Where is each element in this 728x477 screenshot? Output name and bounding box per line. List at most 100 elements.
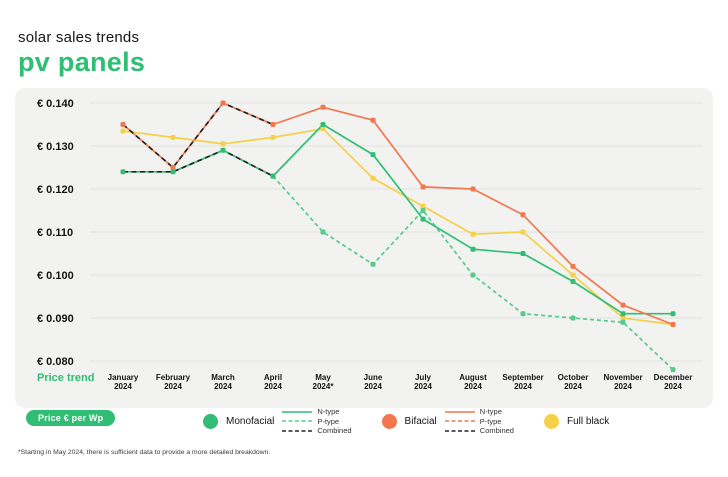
x-axis-label-year: 2024	[114, 382, 132, 391]
data-point-monofacial-n-type	[370, 152, 376, 158]
data-point-monofacial-n-type	[470, 246, 476, 252]
data-point-bifacial-n-type	[270, 122, 276, 127]
data-point-monofacial-p-type	[520, 311, 526, 317]
data-point-bifacial-n-type	[670, 322, 676, 327]
legend-entry-label: P-type	[479, 416, 502, 426]
y-axis-label: € 0.100	[37, 270, 74, 282]
chart-card: € 0.140 € 0.130 € 0.120 € 0.110 € 0.100 € 0.0…	[15, 88, 713, 408]
data-point-monofacial-p-type	[570, 315, 576, 321]
legend-line-sample	[282, 410, 313, 413]
legend-line-sample	[444, 429, 475, 432]
legend-color-dot	[203, 413, 218, 429]
x-axis-label-month: November	[603, 373, 642, 382]
data-point-full-black	[570, 272, 576, 278]
legend-group-monofacial: Monofacial N-type P-type Combined	[203, 408, 352, 435]
data-point-full-black	[470, 231, 476, 237]
legend-entry-monofacial-combined: Combined	[282, 426, 352, 435]
legend-group-full-black: Full black	[543, 413, 610, 429]
legend-line-sample	[444, 420, 475, 423]
data-point-full-black	[120, 128, 126, 134]
data-point-bifacial-n-type	[570, 263, 576, 269]
x-axis-label-year: 2024	[414, 382, 432, 391]
data-point-bifacial-n-type	[620, 302, 626, 308]
y-axis-label: € 0.130	[37, 141, 74, 153]
data-point-monofacial-n-type	[220, 147, 226, 153]
x-axis-label-month: October	[558, 373, 589, 382]
x-axis-label-year: 2024	[664, 382, 682, 391]
x-axis-label-year: 2024	[514, 382, 532, 391]
data-point-monofacial-p-type	[670, 367, 676, 373]
y-axis-label: € 0.140	[37, 98, 74, 110]
page-title: pv panels	[18, 47, 146, 77]
legend-entry-label: Combined	[479, 426, 514, 435]
legend-line-sample	[282, 429, 313, 432]
series-line-bifacial-combined	[122, 102, 274, 169]
series-line-full-black	[122, 127, 674, 326]
header: solar sales trends pv panels	[18, 29, 145, 78]
data-point-bifacial-n-type	[520, 212, 526, 218]
data-point-full-black	[170, 134, 176, 140]
x-axis-label-year: 2024	[264, 382, 282, 391]
legend-entries: N-type P-type Combined	[282, 408, 352, 435]
x-axis-label-month: April	[264, 373, 282, 382]
legend-group-name: Bifacial	[404, 415, 437, 427]
page-subtitle: solar sales trends	[18, 29, 140, 46]
series-line-monofacial-combined	[123, 149, 274, 177]
data-point-full-black	[620, 315, 626, 321]
data-point-bifacial-n-type	[470, 186, 476, 192]
legend-entry-monofacial-n-type: N-type	[282, 408, 351, 416]
x-axis-label-month: June	[364, 373, 383, 382]
chart-svg: € 0.140 € 0.130 € 0.120 € 0.110 € 0.100 € 0.0…	[37, 98, 703, 391]
data-point-full-black	[420, 203, 426, 209]
legend-entry-label: N-type	[317, 407, 340, 416]
x-axis-label-month: August	[459, 373, 487, 382]
data-point-monofacial-n-type	[670, 311, 676, 317]
legend-group-name: Full black	[566, 415, 610, 427]
legend-entry-bifacial-p-type: P-type	[444, 416, 514, 426]
data-point-monofacial-p-type	[320, 229, 326, 235]
data-point-bifacial-n-type	[120, 122, 126, 127]
data-point-monofacial-p-type	[620, 319, 626, 325]
data-point-monofacial-n-type	[420, 216, 426, 222]
legend-entry-label: P-type	[317, 416, 340, 426]
data-point-bifacial-n-type	[220, 100, 226, 106]
price-trend-label: Price trend	[37, 372, 95, 384]
legend: Monofacial N-type P-type Combined Bifacial N-…	[203, 408, 609, 435]
legend-entry-monofacial-p-type: P-type	[282, 416, 351, 426]
data-point-monofacial-n-type	[170, 169, 176, 175]
legend-line-sample	[282, 420, 313, 423]
data-point-full-black	[270, 134, 276, 140]
data-point-monofacial-n-type	[520, 251, 526, 256]
x-axis-label-month: September	[502, 373, 543, 382]
x-axis-label-month: February	[156, 373, 191, 382]
data-point-bifacial-n-type	[370, 117, 376, 123]
data-point-full-black	[320, 126, 326, 132]
x-axis-label-year: 2024	[564, 382, 582, 391]
legend-group-name: Monofacial	[226, 415, 275, 427]
legend-color-dot	[543, 413, 559, 429]
legend-entry-bifacial-combined: Combined	[444, 426, 514, 435]
x-axis-label-month: December	[654, 373, 693, 382]
data-point-monofacial-p-type	[370, 261, 376, 267]
series-line-bifacial-n-type	[122, 102, 674, 326]
data-point-full-black	[220, 141, 226, 147]
data-point-bifacial-n-type	[320, 104, 326, 110]
legend-group-bifacial: Bifacial N-type P-type Combined	[381, 408, 514, 435]
data-point-monofacial-n-type	[270, 173, 276, 179]
y-axis-label: € 0.110	[37, 227, 73, 239]
legend-entry-label: Combined	[317, 426, 352, 435]
x-axis-label-year: 2024	[364, 382, 382, 391]
data-point-full-black	[370, 175, 376, 181]
x-axis-label-month: May	[315, 373, 331, 382]
data-point-full-black	[520, 229, 526, 235]
data-point-monofacial-n-type	[120, 169, 126, 175]
x-axis-label-year: 2024	[214, 382, 232, 391]
y-axis-label: € 0.120	[37, 184, 74, 196]
data-point-monofacial-p-type	[420, 208, 426, 213]
data-point-monofacial-n-type	[620, 311, 626, 317]
legend-color-dot	[381, 413, 397, 429]
x-axis-label-year: 2024	[614, 382, 632, 391]
x-axis-label-month: March	[211, 373, 235, 382]
footnote: *Starting in May 2024, there is sufficie…	[18, 449, 271, 456]
x-axis-label-month: July	[415, 373, 432, 382]
